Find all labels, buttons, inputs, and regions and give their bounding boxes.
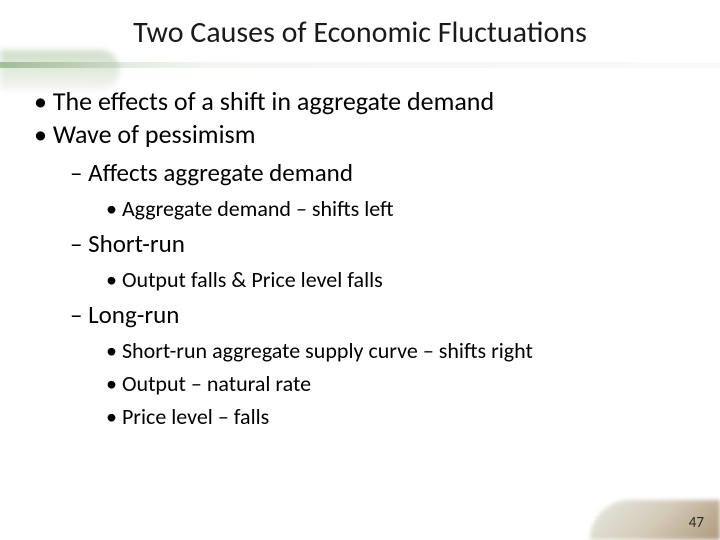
bullet-level1: The effects of a shift in aggregate dema… [34,86,694,117]
bullet-level3: Output falls & Price level falls [106,263,694,296]
bullet-level2: Affects aggregate demand [70,156,694,190]
page-number: 47 [689,514,704,532]
bullet-level2: Short-run [70,227,694,261]
slide-title: Two Causes of Economic Fluctuations [0,14,720,51]
bullet-text: Price level – falls [122,403,269,430]
bullet-text: Long-run [88,299,179,330]
title-underline [0,62,720,68]
sub-sub-bullet-group: Output falls & Price level falls [106,263,694,296]
bullet-text: Affects aggregate demand [88,157,353,188]
bullet-level3: Short-run aggregate supply curve – shift… [106,334,694,367]
sub-bullet-group: Affects aggregate demand Aggregate deman… [70,156,694,432]
bullet-text: Short-run [88,228,185,259]
bullet-level2: Long-run [70,298,694,332]
sub-sub-bullet-group: Aggregate demand – shifts left [106,192,694,225]
bullet-level1: Wave of pessimism [34,119,694,150]
slide-body: The effects of a shift in aggregate dema… [34,86,694,435]
bullet-text: Aggregate demand – shifts left [122,195,394,222]
bullet-level3: Output – natural rate [106,367,694,400]
decor-top-watercolor [0,50,120,90]
sub-sub-bullet-group: Short-run aggregate supply curve – shift… [106,334,694,433]
bullet-text: Short-run aggregate supply curve – shift… [122,337,533,364]
bullet-text: Output falls & Price level falls [122,266,383,293]
bullet-text: Output – natural rate [122,370,311,397]
bullet-level3: Price level – falls [106,400,694,433]
bullet-text: The effects of a shift in aggregate dema… [53,85,494,117]
bullet-level3: Aggregate demand – shifts left [106,192,694,225]
bullet-text: Wave of pessimism [53,118,256,150]
